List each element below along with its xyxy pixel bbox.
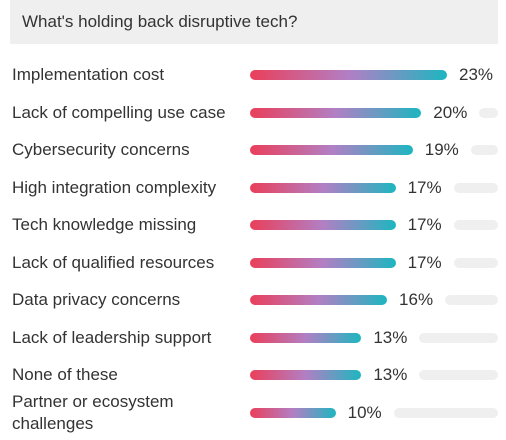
bar xyxy=(250,257,396,268)
value-label: 19% xyxy=(424,140,459,159)
category-label: Cybersecurity concerns xyxy=(12,140,190,159)
bar xyxy=(250,370,362,380)
category-label: Data privacy concerns xyxy=(12,290,181,309)
bar-track xyxy=(419,370,498,380)
category-label: Tech knowledge missing xyxy=(12,215,197,234)
value-label: 17% xyxy=(407,215,442,234)
value-label: 17% xyxy=(407,177,442,197)
value-label: 10% xyxy=(347,402,382,422)
bar-track xyxy=(453,257,498,268)
bar xyxy=(250,295,388,305)
category-label: Implementation cost xyxy=(12,65,165,84)
chart-title: What's holding back disruptive tech? xyxy=(22,12,298,31)
bar xyxy=(250,107,422,118)
category-label: Lack of compelling use case xyxy=(12,102,226,122)
category-label: Lack of leadership support xyxy=(12,327,212,347)
bar xyxy=(250,70,447,80)
bar-track xyxy=(470,145,498,155)
bar xyxy=(250,332,362,343)
bar xyxy=(250,182,396,193)
value-label: 17% xyxy=(407,252,442,272)
category-label: Partner or ecosystem challenges xyxy=(12,391,174,433)
bar-track xyxy=(479,107,498,118)
category-label: Lack of qualified resources xyxy=(12,252,215,272)
bar xyxy=(250,220,396,230)
value-label: 13% xyxy=(373,327,408,347)
value-label: 23% xyxy=(459,65,494,84)
bar-track xyxy=(393,407,498,418)
category-label: None of these xyxy=(12,365,118,384)
bar-track xyxy=(453,220,498,230)
bar-track xyxy=(453,182,498,193)
value-label: 13% xyxy=(373,365,408,384)
value-label: 16% xyxy=(399,290,434,309)
value-label: 20% xyxy=(433,102,468,122)
bar-track xyxy=(419,332,498,343)
title-box: What's holding back disruptive tech? xyxy=(10,0,498,44)
bar xyxy=(250,145,413,155)
bar xyxy=(250,407,336,418)
category-label: High integration complexity xyxy=(12,177,217,197)
bar-track xyxy=(445,295,498,305)
